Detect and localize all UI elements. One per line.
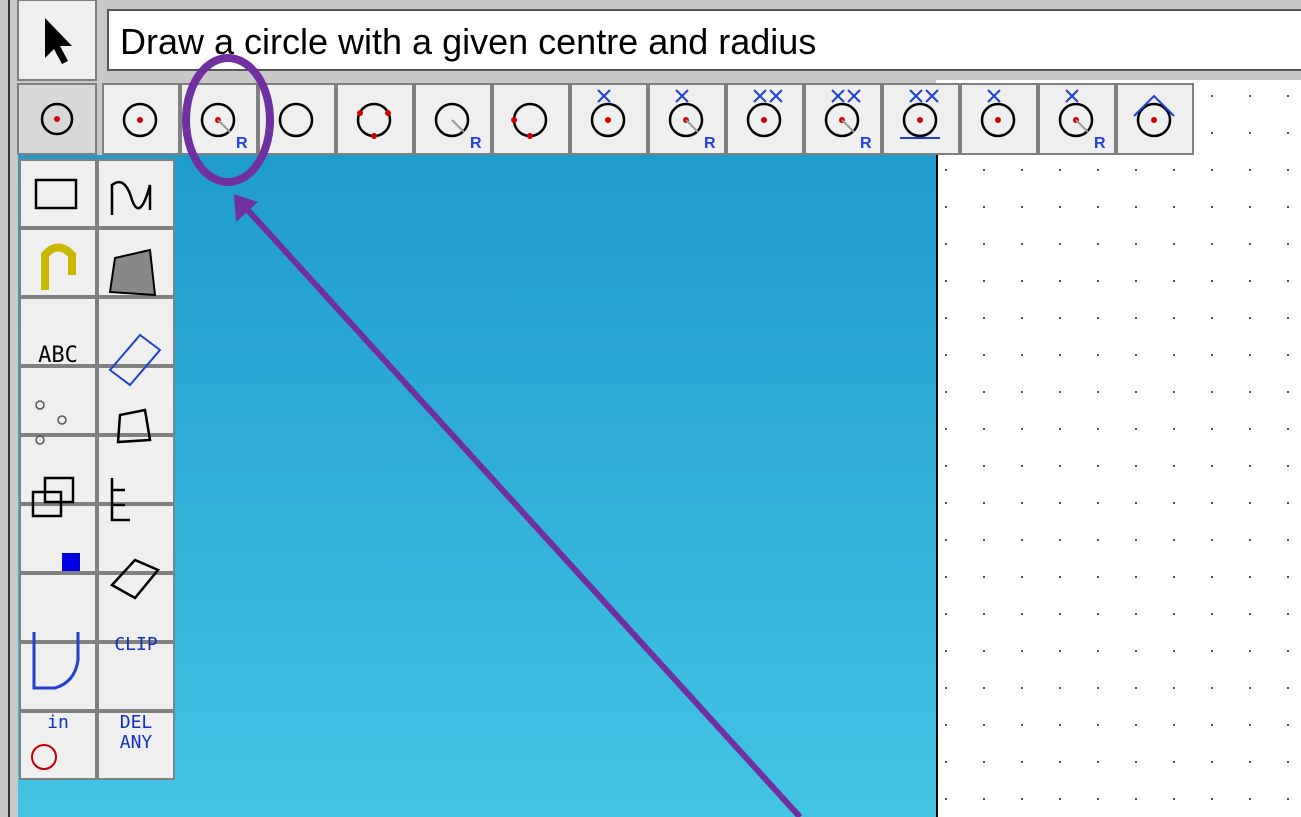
del-label: DEL: [120, 712, 153, 733]
centre-dot: [605, 117, 611, 123]
centre-dot: [761, 117, 767, 123]
circle-icon: [980, 102, 1016, 138]
point: [527, 133, 533, 139]
point-icon: [57, 415, 67, 425]
centre-dot: [137, 117, 143, 123]
tool-button[interactable]: [492, 83, 570, 155]
abc-label: ABC: [38, 343, 78, 368]
arc-mark: [1133, 94, 1175, 117]
region-icon: [116, 408, 152, 444]
circle-icon: [1136, 102, 1172, 138]
palette-button[interactable]: [19, 297, 97, 366]
circle-icon: [434, 102, 470, 138]
pointer-arrow: [242, 204, 803, 817]
arc-mark: [925, 89, 939, 103]
arc-mark: [909, 89, 923, 103]
centre-dot: [917, 117, 923, 123]
palette-button[interactable]: [97, 642, 175, 711]
fillet-icon: [32, 632, 80, 690]
status-bar: [107, 9, 1301, 71]
in-label: in: [47, 712, 69, 733]
tool-button[interactable]: [336, 83, 414, 155]
highlight-ring: [182, 54, 274, 186]
block-icon: [110, 558, 161, 600]
palette-button[interactable]: [97, 711, 175, 780]
circle-icon: [1058, 102, 1094, 138]
radius-line: [217, 119, 231, 133]
pointer-icon: [45, 18, 72, 64]
subscript: R: [860, 135, 872, 152]
arc-mark: [1065, 89, 1079, 103]
palette-button[interactable]: [97, 435, 175, 504]
point: [357, 110, 363, 116]
tool-button[interactable]: [414, 83, 492, 155]
radius-line: [1075, 119, 1089, 133]
centre-dot: [54, 116, 60, 122]
any-label: ANY: [120, 732, 153, 753]
dim-icon: [108, 333, 162, 387]
in-icon: [31, 744, 57, 770]
centre-dot: [995, 117, 1001, 123]
circle-icon: [122, 102, 158, 138]
palette-button[interactable]: [19, 642, 97, 711]
point: [385, 110, 391, 116]
palette-button[interactable]: [19, 573, 97, 642]
circle-icon: [40, 102, 74, 136]
copy-icon: [31, 490, 63, 518]
arc-mark: [831, 89, 845, 103]
clip-label: CLIP: [114, 634, 158, 655]
grid-dots: [936, 80, 1301, 817]
point-icon: [35, 435, 45, 445]
hatch-icon: [108, 248, 157, 297]
radius-line: [685, 119, 699, 133]
palette-button[interactable]: [19, 159, 97, 228]
circle-icon: [824, 102, 860, 138]
point-icon: [35, 400, 45, 410]
arc-mark: [769, 89, 783, 103]
subscript: R: [236, 135, 248, 152]
palette-button[interactable]: [19, 711, 97, 780]
arc-mark: [675, 89, 689, 103]
blue-square: [62, 553, 80, 571]
circle-icon: [902, 102, 938, 138]
circle-icon: [278, 102, 314, 138]
subscript: R: [1094, 135, 1106, 152]
palette-button[interactable]: [19, 366, 97, 435]
circle-icon: [200, 102, 236, 138]
circle-icon: [590, 102, 626, 138]
rect-icon: [34, 178, 78, 210]
copy-icon: [43, 476, 75, 504]
arc-mark: [597, 89, 611, 103]
radius-line: [451, 119, 465, 133]
subscript: R: [470, 135, 482, 152]
arc-mark: [987, 89, 1001, 103]
align-icon: [110, 478, 130, 522]
palette-button[interactable]: [97, 159, 175, 228]
arrow-head: [234, 194, 258, 222]
curve-icon: [110, 180, 152, 215]
hook-icon: [41, 243, 76, 290]
point: [371, 133, 377, 139]
circle-icon: [668, 102, 704, 138]
point: [511, 117, 517, 123]
subscript: R: [704, 135, 716, 152]
arc-mark: [753, 89, 767, 103]
palette-button[interactable]: [19, 228, 97, 297]
arc-mark: [847, 89, 861, 103]
centre-dot: [1151, 117, 1157, 123]
palette-button[interactable]: [97, 573, 175, 642]
radius-line: [841, 119, 855, 133]
palette-button[interactable]: [97, 297, 175, 366]
circle-icon: [746, 102, 782, 138]
palette-button[interactable]: [97, 504, 175, 573]
